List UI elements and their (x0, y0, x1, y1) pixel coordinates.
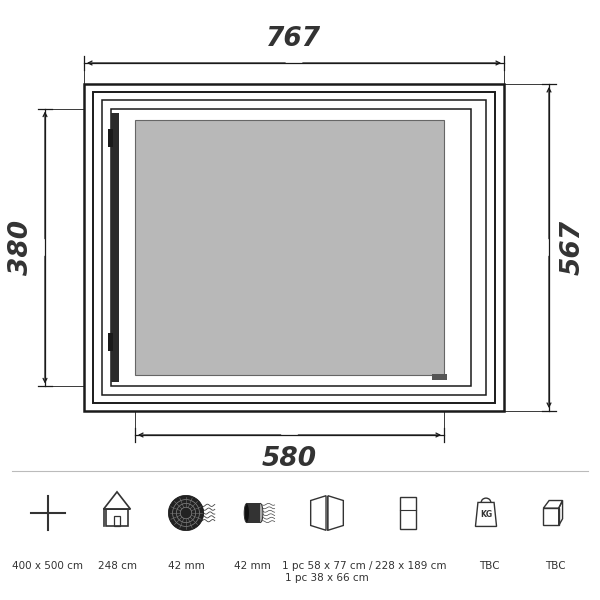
Bar (93, 92, 495, 403)
Ellipse shape (244, 503, 250, 523)
Bar (111, 113, 119, 382)
Bar (135, 120, 444, 375)
Bar (113, 517, 121, 526)
Bar (108, 129, 113, 147)
Text: 42 mm: 42 mm (167, 561, 205, 571)
Bar (111, 109, 471, 386)
Bar (400, 497, 416, 529)
Circle shape (169, 496, 203, 530)
Text: KG: KG (480, 510, 492, 519)
Text: TBC: TBC (545, 561, 565, 571)
Text: TBC: TBC (479, 561, 499, 571)
Bar (106, 509, 128, 526)
Bar (247, 503, 260, 523)
Text: 400 x 500 cm: 400 x 500 cm (13, 561, 83, 571)
Bar (544, 508, 559, 526)
Ellipse shape (257, 503, 263, 523)
Text: 380: 380 (8, 220, 34, 275)
Bar (102, 100, 486, 395)
Bar (108, 333, 113, 351)
Text: 580: 580 (262, 446, 317, 472)
Text: 248 cm: 248 cm (97, 561, 137, 571)
Text: 1 pc 58 x 77 cm /
1 pc 38 x 66 cm: 1 pc 58 x 77 cm / 1 pc 38 x 66 cm (282, 561, 372, 583)
Text: 228 x 189 cm: 228 x 189 cm (375, 561, 447, 571)
Text: 567: 567 (560, 220, 586, 275)
Text: 42 mm: 42 mm (233, 561, 271, 571)
Bar (432, 374, 447, 380)
Bar (84, 84, 504, 411)
Text: 767: 767 (266, 26, 322, 52)
